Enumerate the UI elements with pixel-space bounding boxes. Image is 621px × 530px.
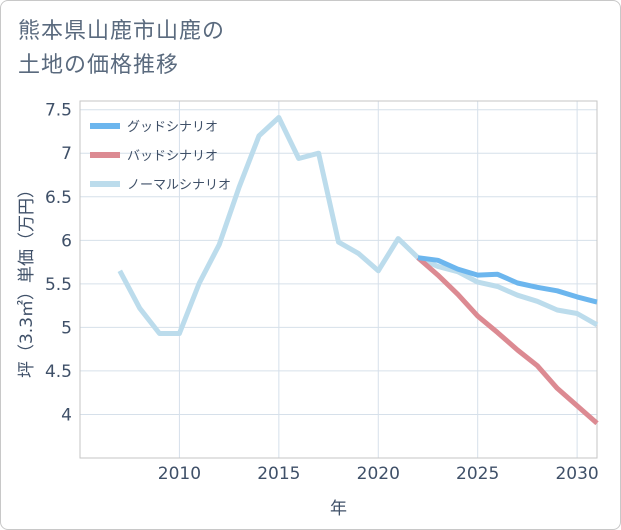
chart-title: 熊本県山鹿市山鹿の 土地の価格推移: [18, 15, 578, 83]
x-tick-label-2030: 2030: [555, 464, 598, 484]
chart-title-line-2: 土地の価格推移: [18, 53, 180, 78]
legend-label-2: ノーマルシナリオ: [127, 178, 231, 193]
y-tick-label-6: 6: [61, 231, 72, 251]
y-tick-label-7.5: 7.5: [45, 101, 72, 121]
x-tick-label-2010: 2010: [158, 464, 201, 484]
legend-label-1: バッドシナリオ: [127, 149, 218, 164]
plot-area: [79, 100, 598, 459]
y-tick-label-4: 4: [61, 405, 72, 425]
y-tick-label-4.5: 4.5: [45, 362, 72, 382]
series-line-1: [416, 255, 599, 426]
y-axis-label: 坪（3.3㎡）単価（万円）: [17, 181, 37, 378]
y-tick-label-5: 5: [61, 318, 72, 338]
y-tick-label-6.5: 6.5: [45, 188, 72, 208]
legend-item-1[interactable]: バッドシナリオ: [90, 149, 218, 164]
legend-item-0[interactable]: グッドシナリオ: [90, 120, 218, 135]
axis-ticks: 2010 2015 2020 2025 2030 4 4.5 5 5.5 6 6.5 7 7.5: [45, 101, 599, 484]
series-layer: [117, 115, 599, 426]
y-tick-label-5.5: 5.5: [45, 275, 72, 295]
chart-title-line-1: 熊本県山鹿市山鹿の: [18, 19, 226, 44]
x-tick-label-2015: 2015: [257, 464, 300, 484]
y-tick-label-7: 7: [61, 144, 72, 164]
x-tick-label-2025: 2025: [456, 464, 499, 484]
legend-item-2[interactable]: ノーマルシナリオ: [90, 178, 231, 193]
x-tick-label-2020: 2020: [357, 464, 400, 484]
x-axis-label: 年: [330, 499, 347, 519]
series-line-0: [417, 255, 598, 305]
series-line-2: [117, 115, 599, 336]
legend-label-0: グッドシナリオ: [127, 120, 218, 135]
